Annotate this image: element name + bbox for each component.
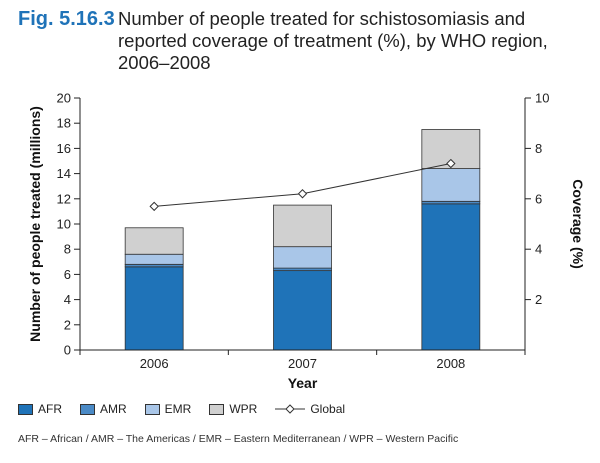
legend-item-emr: EMR xyxy=(144,402,192,416)
legend-swatch-global xyxy=(275,404,306,414)
legend-item-afr: AFR xyxy=(18,402,62,416)
bar-afr-2007 xyxy=(273,270,332,351)
legend-global-marker xyxy=(285,404,296,414)
global-line-group xyxy=(149,158,456,212)
bar-wpr-2006 xyxy=(124,227,184,255)
legend-swatch-emr xyxy=(144,403,160,415)
bar-emr-2006 xyxy=(124,253,184,265)
y-tick-label-8: 8 xyxy=(64,242,71,257)
footnote: AFR – African / AMR – The Americas / EMR… xyxy=(18,433,459,445)
global-point-2008 xyxy=(446,158,456,169)
x-tick-label-2008: 2008 xyxy=(436,356,465,371)
y-tick-label-6: 6 xyxy=(64,267,71,282)
figure-title-line-1: Number of people treated for schistosomi… xyxy=(118,8,526,29)
x-axis-title: Year xyxy=(288,375,318,391)
y2-tick-label-8: 8 xyxy=(535,141,542,156)
bar-emr-2007 xyxy=(273,246,332,269)
legend-label-global: Global xyxy=(310,402,346,416)
bar-afr-2006 xyxy=(124,266,184,351)
y-axis-title: Number of people treated (millions) xyxy=(27,106,43,342)
legend: AFR AMR EMR WPR Global xyxy=(18,402,363,416)
y2-tick-label-4: 4 xyxy=(535,242,542,257)
y-tick-label-4: 4 xyxy=(64,292,71,307)
legend-label-afr: AFR xyxy=(38,402,62,416)
global-coverage-line xyxy=(154,163,451,207)
figure-title-line-2: reported coverage of treatment (%), by W… xyxy=(118,30,548,51)
legend-label-wpr: WPR xyxy=(229,402,258,416)
y2-tick-label-2: 2 xyxy=(535,292,542,307)
y-tick-label-16: 16 xyxy=(57,141,71,156)
y-tick-label-2: 2 xyxy=(64,317,71,332)
figure-title-line-3: 2006–2008 xyxy=(118,52,211,73)
y2-tick-label-10: 10 xyxy=(535,91,549,106)
global-point-2006 xyxy=(149,201,159,212)
y2-axis-title: Coverage (%) xyxy=(570,179,586,268)
y-tick-label-20: 20 xyxy=(57,91,71,106)
legend-swatch-amr xyxy=(80,403,95,415)
y-tick-label-18: 18 xyxy=(57,116,71,131)
figure-title: Number of people treated for schistosomi… xyxy=(118,8,588,74)
y-tick-label-12: 12 xyxy=(57,191,71,206)
bars-group xyxy=(124,129,481,351)
global-point-2007 xyxy=(297,189,308,199)
y-tick-label-0: 0 xyxy=(64,343,71,358)
legend-item-wpr: WPR xyxy=(209,402,257,416)
x-tick-label-2006: 2006 xyxy=(140,356,169,371)
legend-swatch-wpr xyxy=(209,403,225,415)
bar-emr-2008 xyxy=(421,168,481,202)
legend-swatch-afr xyxy=(18,403,33,415)
legend-label-amr: AMR xyxy=(100,402,127,416)
bar-afr-2008 xyxy=(421,203,481,351)
legend-label-emr: EMR xyxy=(164,402,192,416)
legend-item-amr: AMR xyxy=(80,402,127,416)
bar-wpr-2007 xyxy=(273,204,332,248)
y2-tick-label-6: 6 xyxy=(535,191,542,206)
y-tick-label-14: 14 xyxy=(57,166,71,181)
figure-number: Fig. 5.16.3 xyxy=(18,8,115,30)
y-tick-label-10: 10 xyxy=(57,217,71,232)
axes-group: 0 2 4 6 8 10 12 14 16 18 20 2 4 6 8 10 2006 2007 2008 Year N… xyxy=(27,91,586,392)
x-tick-label-2007: 2007 xyxy=(288,356,317,371)
chart-canvas: 0 2 4 6 8 10 12 14 16 18 20 2 4 6 8 10 2006 2007 2008 Year N… xyxy=(27,91,586,392)
legend-item-global: Global xyxy=(275,402,345,416)
